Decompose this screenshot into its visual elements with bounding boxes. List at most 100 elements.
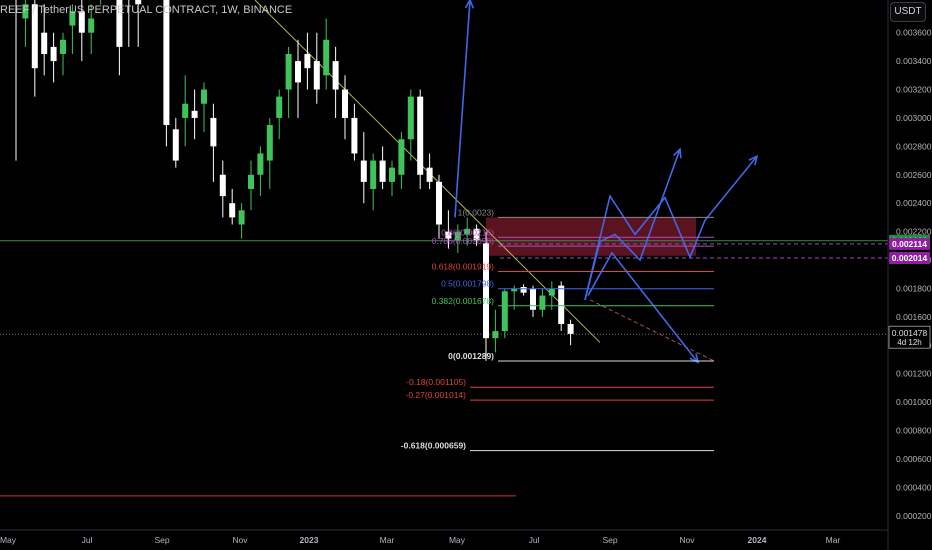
- projection-arrow: [454, 0, 471, 218]
- y-tick-label: 0.000800: [896, 426, 932, 436]
- candle-body: [398, 139, 405, 175]
- x-tick-label: Sep: [602, 535, 617, 545]
- candle-body: [50, 46, 57, 62]
- candle-body: [370, 160, 377, 189]
- candle-body: [407, 96, 414, 140]
- candle-body: [426, 167, 433, 182]
- candle-body: [248, 174, 254, 189]
- price-tag-bg: [889, 252, 930, 265]
- fib-level-label: -0.27(0.001014): [406, 390, 467, 400]
- x-tick-label: Mar: [826, 535, 841, 545]
- fib-level-label: 0.86(0.00216): [441, 227, 494, 237]
- fib-level-label: 1(0.0023): [458, 207, 495, 217]
- y-tick-label: 0.003600: [896, 28, 932, 38]
- candle-body: [276, 96, 283, 118]
- candle-body: [295, 61, 301, 83]
- candle-body: [360, 160, 367, 182]
- y-tick-label: 0.002600: [896, 170, 932, 180]
- x-tick-label: Jul: [82, 535, 93, 545]
- arrow-head: [673, 147, 682, 159]
- candle-body: [172, 129, 179, 161]
- candle-body: [69, 11, 76, 26]
- candle-body: [191, 110, 198, 118]
- candle-body: [520, 287, 527, 293]
- candle-body: [473, 228, 480, 241]
- y-tick-label: 0.001200: [896, 369, 932, 379]
- fib-level-label: -0.618(0.000659): [401, 441, 466, 451]
- candle-body: [22, 4, 29, 19]
- candle-body: [530, 288, 536, 310]
- candle-body: [567, 323, 574, 334]
- arrow-head: [689, 353, 700, 364]
- candle-body: [304, 53, 311, 69]
- price-tag-bg: [889, 237, 930, 250]
- candle-body: [454, 231, 461, 241]
- candle-body: [266, 125, 273, 161]
- candle-body: [492, 331, 499, 339]
- fib-level-label: 0.618(0.001919): [432, 262, 495, 272]
- y-tick-label: 0.000600: [896, 454, 932, 464]
- fib-level-label: 0.5(0.001798): [441, 279, 494, 289]
- candle-body: [501, 291, 508, 332]
- fib-level-label: 0.786(0.002098): [432, 236, 495, 246]
- candle-body: [389, 167, 395, 182]
- candle-body: [548, 288, 555, 296]
- candle-body: [219, 174, 226, 197]
- candle-body: [88, 18, 95, 33]
- current-price-label: 0.001478: [892, 328, 928, 338]
- candle-body: [351, 117, 358, 154]
- candle-body: [342, 89, 348, 118]
- y-tick-label: 0.000400: [896, 482, 932, 492]
- candle-body: [60, 39, 66, 54]
- fib-level-label: 0(0.001289): [448, 351, 494, 361]
- candle-body: [511, 288, 518, 292]
- candle-body: [332, 61, 339, 90]
- y-tick-label: 0.003200: [896, 85, 932, 95]
- candle-body: [257, 153, 264, 175]
- fib-level-label: 0.382(0.001678): [432, 296, 495, 306]
- candle-body: [464, 228, 471, 235]
- candle-body: [483, 242, 489, 339]
- candle-body: [285, 53, 292, 90]
- candle-body: [78, 11, 85, 33]
- dashed-projection-line: [589, 299, 715, 362]
- currency-unit-button[interactable]: USDT: [890, 2, 926, 22]
- candle-body: [323, 39, 330, 76]
- x-tick-label: May: [449, 535, 466, 545]
- y-tick-label: 0.002200: [896, 227, 932, 237]
- candle-body: [182, 103, 189, 118]
- candle-body: [238, 210, 245, 225]
- y-tick-label: 0.001800: [896, 283, 932, 293]
- arrow-head: [748, 154, 759, 166]
- candle-body: [313, 61, 320, 90]
- price-tag-label: 0.002014: [892, 253, 928, 263]
- x-tick-label: 2023: [300, 535, 319, 545]
- candle-body: [558, 285, 565, 324]
- chart-title: REEF / TetherUS PERPETUAL CONTRACT, 1W, …: [0, 4, 293, 16]
- y-tick-label: 0.002400: [896, 198, 932, 208]
- x-tick-label: Nov: [679, 535, 695, 545]
- arrow-head: [464, 0, 475, 9]
- candles-layer: [15, 0, 574, 361]
- current-price-tag-bg: [888, 325, 931, 349]
- candle-body: [539, 295, 546, 310]
- candle-body: [445, 231, 452, 239]
- projection-arrows-layer: [454, 0, 759, 364]
- candle-body: [163, 0, 170, 126]
- x-tick-label: 2024: [748, 535, 767, 545]
- x-tick-label: Nov: [232, 535, 248, 545]
- candle-body: [116, 0, 123, 47]
- projection-arrow: [584, 155, 758, 300]
- candle-body: [436, 181, 442, 225]
- supply-zone: [486, 217, 696, 256]
- x-tick-label: Jul: [529, 535, 540, 545]
- fibonacci-layer: 1(0.0023) 0.86(0.00216)0.786(0.002098) 0.6…: [401, 207, 714, 452]
- y-tick-label: 0.003000: [896, 113, 932, 123]
- y-tick-label: 0.000200: [896, 511, 932, 521]
- y-tick-label: 0.001000: [896, 397, 932, 407]
- candle-body: [229, 203, 236, 218]
- candle-body: [417, 96, 424, 175]
- countdown-label: 4d 12h: [897, 338, 921, 347]
